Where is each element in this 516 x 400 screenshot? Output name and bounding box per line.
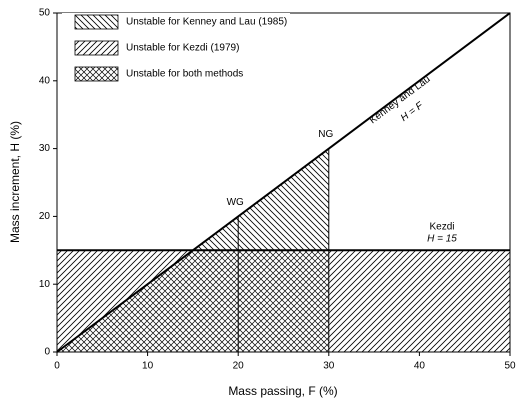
x-tick-label: 0 bbox=[54, 361, 60, 372]
legend-swatch bbox=[74, 14, 119, 30]
y-tick-label: 0 bbox=[44, 347, 50, 358]
legend-label: Unstable for Kenney and Lau (1985) bbox=[126, 17, 287, 28]
point-label: WG bbox=[227, 197, 244, 208]
y-tick-label: 50 bbox=[39, 8, 51, 19]
x-tick-label: 20 bbox=[233, 361, 245, 372]
hatched-region bbox=[57, 250, 329, 352]
x-tick-label: 40 bbox=[414, 361, 426, 372]
x-tick-label: 30 bbox=[323, 361, 335, 372]
point-label: NG bbox=[318, 129, 333, 140]
x-axis-label: Mass passing, F (%) bbox=[228, 384, 337, 398]
legend-label: Unstable for Kezdi (1979) bbox=[126, 43, 239, 54]
line bbox=[56, 12, 511, 353]
hatched-region bbox=[328, 250, 510, 352]
y-tick-label: 10 bbox=[39, 279, 51, 290]
annotation: Kenney and Lau bbox=[368, 74, 433, 126]
legend-swatch bbox=[74, 40, 119, 56]
legend-label: Unstable for both methods bbox=[126, 69, 243, 80]
y-axis-label: Mass increment, H (%) bbox=[8, 121, 22, 243]
legend-swatch bbox=[74, 66, 119, 82]
y-tick-label: 30 bbox=[39, 143, 51, 154]
annotation: Kezdi bbox=[429, 222, 454, 233]
x-tick-label: 50 bbox=[504, 361, 516, 372]
annotation: H = 15 bbox=[427, 234, 457, 245]
y-tick-label: 40 bbox=[39, 75, 51, 86]
x-tick-label: 10 bbox=[142, 361, 154, 372]
y-tick-label: 20 bbox=[39, 211, 51, 222]
